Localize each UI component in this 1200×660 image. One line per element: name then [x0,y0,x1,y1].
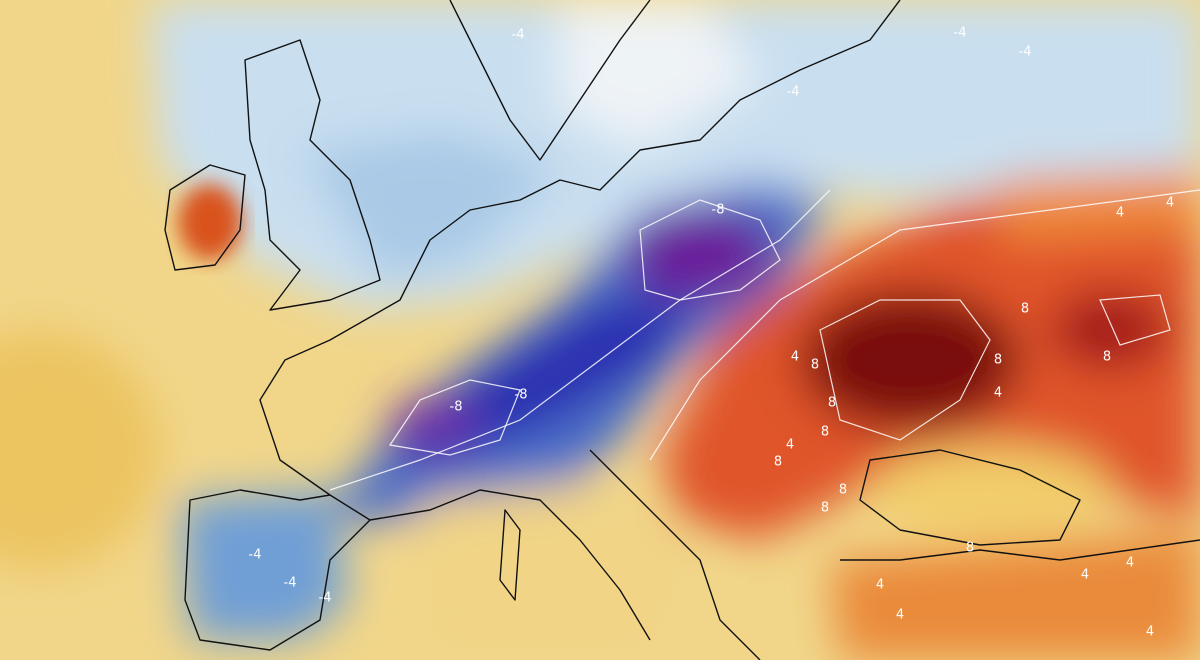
contour-label: -4 [787,85,800,100]
warm-south [830,530,1200,660]
contour-label: 4 [896,608,904,623]
adriatic-coast [589,449,761,660]
contour-line [639,199,781,301]
contour-line [819,299,991,441]
contour-label: 8 [839,483,847,498]
contour-label: -4 [1019,45,1032,60]
contour-line [1099,294,1171,346]
contour-label: 4 [994,386,1002,401]
black-sea [859,449,1081,546]
hot-core [800,290,1020,430]
mediterranean [420,480,700,660]
contour-label: 4 [1116,206,1124,221]
iberia [184,489,371,651]
contour-line [388,379,521,456]
contour-label: 8 [821,501,829,516]
contour-label: 4 [786,438,794,453]
great-britain [244,39,381,311]
contour-label: 4 [1146,625,1154,640]
contours [329,189,1200,491]
contour-label: 8 [966,541,974,556]
contour-label: -8 [712,203,725,218]
contour-line [649,189,1200,461]
contour-label: 8 [821,425,829,440]
contour-label: 4 [1126,556,1134,571]
contour-label: 8 [811,358,819,373]
contour-label: -4 [284,576,297,591]
contour-label: 4 [876,578,884,593]
contour-label: -4 [249,548,262,563]
coastlines [164,0,1200,660]
sea-warm [870,445,1110,535]
cool-iberia [180,490,350,640]
contour-label: 8 [828,396,836,411]
island [499,509,521,601]
ireland-warm [178,184,242,260]
contour-label: 8 [774,455,782,470]
atlantic-coast [259,0,901,496]
warm-patch [0,330,160,570]
contour-label: -4 [954,26,967,41]
ireland [164,164,246,271]
very-cold-east [625,210,775,300]
contour-line [329,189,831,491]
warm-edge [1000,170,1200,240]
contour-label: 8 [1021,302,1029,317]
contour-label: -8 [450,400,463,415]
contour-label: -4 [512,28,525,43]
anatolia-coast [840,539,1200,561]
hot-core-east [1050,290,1170,370]
contour-label: 4 [1081,568,1089,583]
cool-patch [300,130,560,280]
contour-label: -8 [515,388,528,403]
contour-label: 8 [1103,350,1111,365]
pale-patch [560,0,760,150]
contour-label: -4 [319,591,332,606]
scandinavia-coast [449,0,651,161]
contour-label: 4 [1166,196,1174,211]
med-coast [369,489,651,641]
contour-label: 8 [994,353,1002,368]
contour-label: 4 [791,350,799,365]
